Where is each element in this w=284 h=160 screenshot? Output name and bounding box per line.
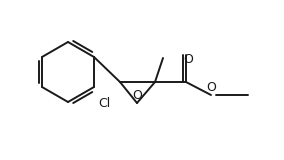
Text: O: O bbox=[132, 89, 142, 102]
Text: O: O bbox=[206, 81, 216, 94]
Text: O: O bbox=[183, 53, 193, 66]
Text: Cl: Cl bbox=[98, 97, 110, 110]
